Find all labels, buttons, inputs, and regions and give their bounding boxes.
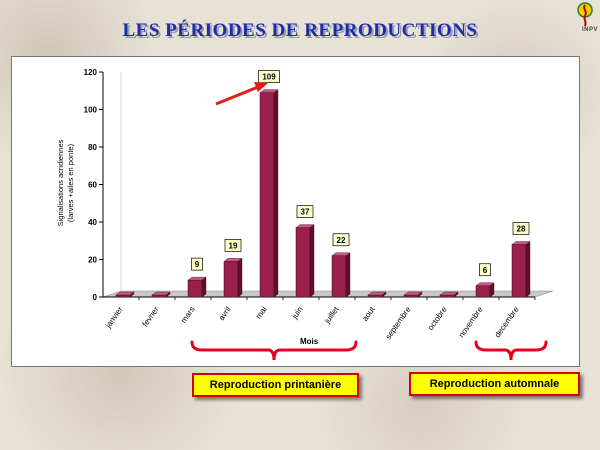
x-tick-label-juin: juin [290, 305, 305, 321]
bar-juin [295, 227, 311, 298]
y-tick-label: 0 [93, 293, 98, 302]
data-label-box-juin [296, 205, 314, 218]
spring-brace [190, 340, 358, 361]
data-label-box-novembre [479, 263, 491, 277]
bar-side-juillet [345, 252, 351, 298]
bar-side-mai [273, 89, 279, 298]
bar-janvier [115, 294, 131, 298]
x-tick-label-avril: avril [217, 305, 233, 322]
data-label-box-juillet [332, 233, 350, 247]
x-tick-label-janvier: janvier [103, 305, 125, 331]
x-tick-label-mars: mars [179, 305, 197, 325]
slide-title: LES PÉRIODES DE REPRODUCTIONS [122, 20, 478, 41]
bar-top-fevrier [151, 291, 171, 296]
chart-panel [11, 56, 580, 367]
inpv-logo-icon [577, 2, 593, 27]
y-tick-label: 20 [88, 256, 97, 265]
bar-top-mai [259, 89, 279, 93]
data-label-decembre: 28 [517, 225, 526, 234]
x-tick-label-septembre: septembre [384, 305, 413, 342]
bar-aout [367, 294, 383, 298]
bar-novembre [475, 285, 491, 298]
data-label-box-avril [224, 239, 242, 252]
bar-fevrier [151, 294, 167, 298]
bar-top-septembre [403, 291, 423, 296]
autumn-brace [474, 340, 548, 361]
bar-top-mars [187, 276, 207, 281]
bar-top-novembre [475, 282, 495, 286]
bar-mars [187, 279, 203, 298]
bar-juillet [331, 255, 347, 298]
bar-avril [223, 261, 239, 298]
bar-top-janvier [115, 291, 135, 296]
y-tick-label: 40 [88, 218, 97, 227]
bar-top-avril [223, 258, 243, 262]
bar-octobre [439, 294, 455, 298]
bar-top-aout [367, 291, 387, 296]
highlight-arrow-head [254, 82, 268, 92]
data-label-box-mars [191, 257, 203, 271]
bar-top-octobre [439, 291, 459, 296]
bar-side-avril [237, 257, 243, 298]
data-label-box-decembre [512, 222, 530, 235]
bar-side-mars [201, 276, 207, 298]
bar-septembre [403, 294, 419, 298]
data-label-juin: 37 [301, 208, 310, 217]
data-label-mars: 9 [195, 260, 200, 269]
data-label-novembre: 6 [483, 266, 488, 275]
data-label-juillet: 22 [337, 236, 346, 245]
autumn-reproduction-label: Reproduction automnale [409, 372, 580, 396]
x-tick-label-octobre: octobre [426, 305, 449, 332]
data-label-box-mai [258, 70, 280, 83]
x-tick-label-aout: aout [360, 304, 377, 323]
x-tick-label-decembre: decembre [493, 305, 521, 340]
y-tick-label: 120 [84, 68, 98, 77]
bar-top-decembre [511, 241, 531, 245]
bar-mai [259, 92, 275, 298]
bar-side-decembre [525, 241, 531, 298]
data-label-avril: 19 [229, 241, 238, 250]
x-tick-label-fevrier: fevrier [141, 305, 161, 329]
bar-top-juillet [331, 252, 351, 256]
y-tick-label: 60 [88, 181, 97, 190]
y-tick-label: 100 [84, 106, 98, 115]
bar-side-juin [309, 224, 315, 298]
logo-text: INPV [581, 27, 598, 33]
x-axis-label: Mois [300, 337, 319, 346]
x-tick-label-novembre: novembre [457, 305, 485, 340]
data-label-mai: 109 [262, 73, 276, 82]
y-tick-label: 80 [88, 143, 97, 152]
y-axis-label: Signalisations acridiennes (larves +aile… [56, 139, 75, 227]
spring-reproduction-label: Reproduction printanière [192, 373, 359, 397]
x-tick-label-mai: mai [254, 305, 269, 321]
bar-decembre [511, 244, 527, 298]
bar-top-juin [295, 224, 315, 228]
x-tick-label-juillet: juillet [322, 304, 341, 326]
highlight-arrow-shaft [215, 85, 259, 106]
